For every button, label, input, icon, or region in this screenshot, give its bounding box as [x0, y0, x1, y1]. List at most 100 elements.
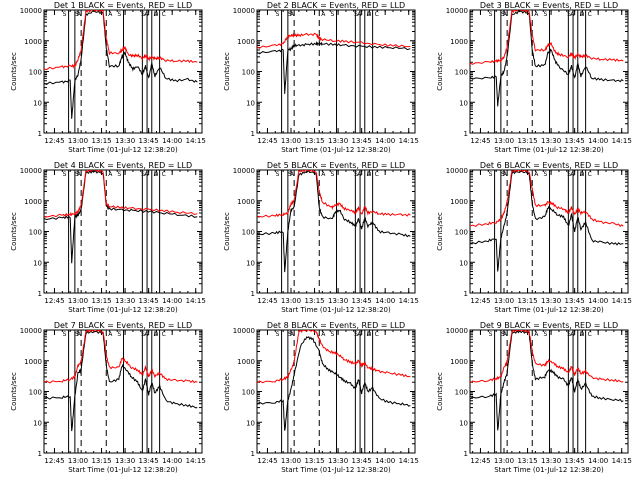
x-tick-label: 14:00	[162, 457, 182, 465]
marker-annotation: S	[331, 11, 335, 18]
marker-annotation: A	[534, 171, 539, 178]
x-tick-label: 14:00	[375, 457, 395, 465]
y-axis-label: Counts/sec	[223, 52, 231, 91]
y-tick-label: 1	[251, 130, 255, 138]
panel-title: Det 8 BLACK = Events, RED = LLD	[267, 321, 405, 330]
plot-frame	[43, 329, 203, 454]
marker-annotation: C	[588, 331, 592, 338]
panel-title: Det 5 BLACK = Events, RED = LLD	[267, 161, 405, 170]
y-axis-label: Counts/sec	[436, 52, 444, 91]
panel-title: Det 6 BLACK = Events, RED = LLD	[480, 161, 618, 170]
x-tick-label: 13:15	[517, 457, 537, 465]
series-line-events	[257, 40, 411, 94]
marker-annotation: A	[321, 331, 326, 338]
y-axis-label: Counts/sec	[10, 212, 18, 251]
marker-annotation: A	[108, 11, 113, 18]
x-axis-label: Start Time (01-Jul-12 12:38:20)	[68, 306, 178, 314]
detector-panel-8: Det 8 BLACK = Events, RED = LLD 1 10 100 100…	[223, 321, 419, 474]
x-tick-label: 12:45	[470, 457, 490, 465]
x-tick-label: 13:30	[115, 137, 135, 145]
x-tick-label: 13:45	[352, 137, 372, 145]
series-line-events	[257, 170, 411, 273]
x-axis-label: Start Time (01-Jul-12 12:38:20)	[281, 466, 391, 474]
marker-annotation: A	[154, 11, 159, 18]
marker-annotation: C	[375, 171, 379, 178]
marker-annotation: S	[288, 171, 292, 178]
marker-annotation: A	[144, 331, 149, 338]
x-tick-label: 13:30	[328, 137, 348, 145]
x-tick-label: 12:45	[44, 297, 64, 305]
y-tick-label: 1	[251, 450, 255, 458]
x-tick-label: 13:30	[328, 297, 348, 305]
marker-annotation: A	[503, 331, 508, 338]
y-tick-label: 10	[33, 259, 42, 267]
detector-panel-9: Det 9 BLACK = Events, RED = LLD 1 10 100 100…	[436, 321, 632, 474]
x-tick-label: 14:15	[399, 457, 419, 465]
marker-annotation: S	[288, 331, 292, 338]
x-tick-label: 13:15	[517, 137, 537, 145]
marker-annotation: S	[141, 171, 145, 178]
y-tick-label: 10000	[20, 327, 42, 335]
y-tick-label: 10000	[20, 167, 42, 175]
y-tick-label: 1	[38, 290, 42, 298]
x-tick-label: 13:00	[494, 297, 514, 305]
x-tick-label: 14:15	[399, 297, 419, 305]
marker-annotation: D	[367, 331, 372, 338]
x-tick-label: 13:45	[565, 457, 585, 465]
marker-annotation: A	[534, 11, 539, 18]
marker-annotation: S	[75, 171, 79, 178]
x-tick-label: 13:15	[517, 297, 537, 305]
series-line-events	[44, 10, 198, 119]
y-axis-label: Counts/sec	[10, 52, 18, 91]
marker-annotation: S	[489, 331, 493, 338]
series-line-lld	[44, 10, 198, 71]
x-tick-label: 13:00	[68, 457, 88, 465]
marker-annotation: S	[544, 331, 548, 338]
y-tick-label: 100	[455, 389, 468, 397]
x-tick-label: 14:00	[588, 457, 608, 465]
y-tick-label: 10	[459, 259, 468, 267]
y-axis-label: Counts/sec	[223, 372, 231, 411]
x-axis-label: Start Time (01-Jul-12 12:38:20)	[494, 306, 604, 314]
series-line-lld	[257, 170, 411, 218]
x-tick-label: 13:45	[139, 137, 159, 145]
plot-frame	[43, 169, 203, 294]
x-tick-label: 14:15	[186, 137, 206, 145]
detector-panel-2: Det 2 BLACK = Events, RED = LLD 1 10 100 100…	[223, 1, 419, 154]
y-tick-label: 10000	[233, 7, 255, 15]
y-tick-label: 100	[455, 229, 468, 237]
marker-annotation: A	[108, 171, 113, 178]
marker-annotation: A	[321, 11, 326, 18]
marker-annotation: C	[588, 11, 592, 18]
panel-title: Det 3 BLACK = Events, RED = LLD	[480, 1, 618, 10]
series-line-events	[470, 10, 624, 107]
marker-annotation: S	[276, 171, 280, 178]
x-tick-label: 14:00	[375, 297, 395, 305]
plot-frame	[43, 9, 203, 134]
x-tick-label: 13:15	[304, 137, 324, 145]
y-tick-label: 10	[246, 99, 255, 107]
y-tick-label: 1000	[450, 198, 468, 206]
x-axis-label: Start Time (01-Jul-12 12:38:20)	[494, 466, 604, 474]
x-tick-label: 13:30	[541, 137, 561, 145]
marker-annotation: A	[580, 171, 585, 178]
x-tick-label: 13:30	[541, 457, 561, 465]
marker-annotation: A	[367, 11, 372, 18]
marker-annotation: C	[588, 171, 592, 178]
y-tick-label: 1	[38, 130, 42, 138]
panel-title: Det 4 BLACK = Events, RED = LLD	[54, 161, 192, 170]
x-tick-label: 14:15	[612, 137, 632, 145]
marker-annotation: A	[290, 171, 295, 178]
x-tick-label: 13:15	[91, 297, 111, 305]
x-tick-label: 13:45	[565, 137, 585, 145]
x-tick-label: 13:45	[139, 457, 159, 465]
marker-annotation: S	[489, 11, 493, 18]
marker-annotation: C	[162, 331, 166, 338]
y-tick-label: 1000	[237, 358, 255, 366]
marker-annotation: S	[354, 11, 358, 18]
y-tick-label: 100	[29, 229, 42, 237]
marker-annotation: A	[357, 171, 362, 178]
x-tick-label: 12:45	[257, 137, 277, 145]
x-tick-label: 12:45	[257, 457, 277, 465]
